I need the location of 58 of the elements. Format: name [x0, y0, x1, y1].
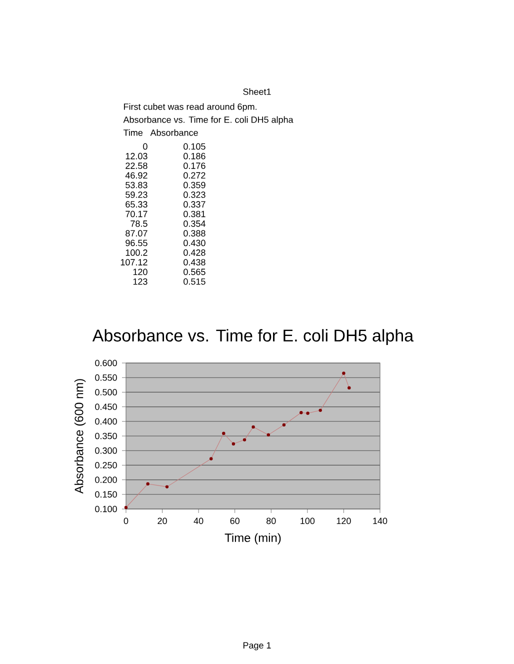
text: 0.388 [184, 230, 206, 236]
y-axis-title: Absorbance (600 nm) [74, 379, 86, 494]
y-tick-label: 0.400 [95, 418, 117, 425]
text: 0.272 [184, 172, 206, 179]
x-tick-label: 120 [336, 518, 351, 524]
text: 65.33 [126, 201, 148, 208]
text: 0.176 [184, 162, 206, 169]
text: 59.23 [126, 192, 148, 198]
text: 120 [133, 268, 148, 276]
chart-title: Absorbance vs. Time for E. coli DH5 alpha [92, 329, 414, 345]
y-tick-label: 0.350 [95, 432, 117, 440]
text: 0.105 [184, 143, 206, 150]
x-tick-label: 60 [230, 518, 240, 524]
x-tick-label: 40 [194, 518, 204, 524]
y-tick-label: 0.200 [95, 476, 117, 483]
y-tick-label: 0.600 [95, 360, 117, 366]
text: 100.2 [126, 249, 148, 256]
y-tick-label: 0.100 [95, 506, 117, 512]
x-tick-label: 140 [373, 518, 388, 524]
text: 0.381 [184, 210, 206, 218]
text: Page 1 [243, 642, 271, 650]
text: 0.186 [184, 152, 206, 160]
text: 70.17 [126, 210, 148, 218]
text: 0.565 [184, 268, 206, 276]
text: 22.58 [126, 162, 148, 169]
text: Time [123, 129, 143, 136]
text: 78.5 [130, 220, 148, 227]
text: 0 [143, 143, 148, 150]
y-tick-label: 0.500 [95, 389, 117, 396]
text: 46.92 [125, 172, 148, 179]
text: 0.428 [184, 249, 206, 256]
text: 53.83 [126, 182, 148, 188]
text: Sheet1 [243, 88, 271, 95]
y-tick-label: 0.300 [95, 447, 117, 454]
text: 0.430 [184, 240, 206, 246]
text: Absorbance vs. Time for E. coli DH5 alpha [123, 116, 294, 125]
text: 0.438 [184, 259, 206, 266]
x-tick-label: 0 [124, 518, 128, 524]
y-tick-label: 0.250 [95, 462, 117, 468]
text: 0.337 [184, 201, 206, 208]
text: 96.55 [126, 240, 148, 246]
text: 107.12 [120, 259, 148, 266]
x-tick-label: 100 [300, 518, 315, 524]
text: 12.03 [126, 152, 148, 160]
text: 0.354 [184, 220, 206, 227]
y-tick-label: 0.450 [95, 404, 117, 410]
text: 0.515 [184, 278, 206, 285]
text: First cubet was read around 6pm. [124, 103, 256, 112]
x-axis-title: Time (min) [224, 533, 281, 544]
y-tick-label: 0.150 [95, 491, 117, 498]
x-tick-label: 20 [158, 518, 167, 524]
x-tick-label: 80 [266, 518, 276, 524]
text: 0.323 [184, 192, 206, 198]
text: 87.07 [126, 230, 148, 236]
y-tick-label: 0.550 [95, 374, 117, 381]
text: Absorbance [150, 129, 198, 136]
text: 0.359 [184, 182, 206, 188]
text: 123 [133, 278, 148, 285]
